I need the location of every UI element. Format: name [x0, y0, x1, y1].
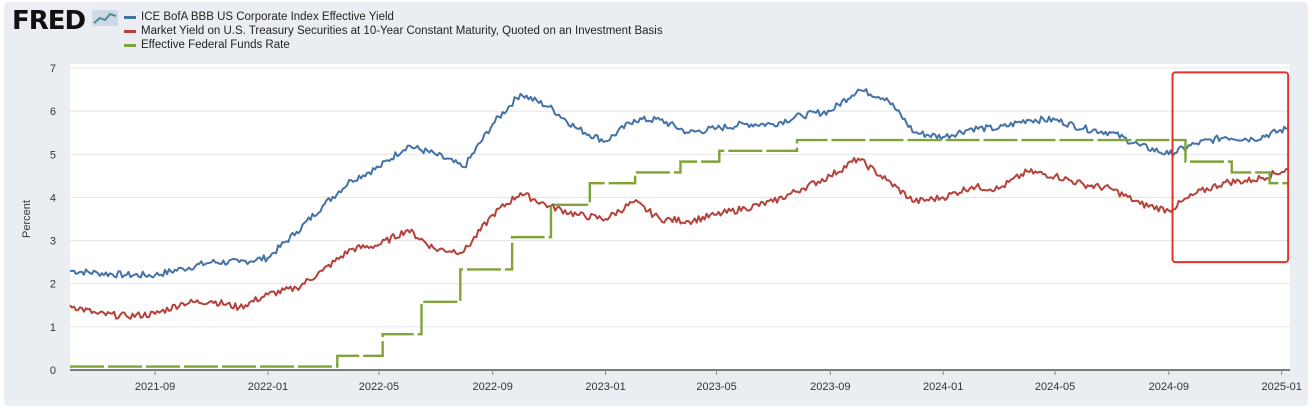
legend: ICE BofA BBB US Corporate Index Effectiv…	[124, 10, 663, 52]
legend-swatch	[124, 43, 136, 47]
legend-item[interactable]: Effective Federal Funds Rate	[124, 38, 663, 52]
y-tick-label: 2	[50, 279, 56, 291]
series-line	[70, 138, 1289, 368]
fred-logo[interactable]: FRED	[12, 6, 86, 36]
x-tick-label: 2024-05	[1035, 381, 1075, 393]
y-tick-label: 7	[50, 63, 56, 75]
x-tick-label: 2023-05	[696, 381, 736, 393]
series-3	[70, 138, 1289, 368]
y-tick-label: 0	[50, 365, 56, 377]
y-tick-label: 4	[50, 192, 56, 204]
x-tick-label: 2022-09	[473, 381, 513, 393]
x-tick-label: 2024-01	[923, 381, 963, 393]
y-tick-label: 3	[50, 236, 56, 248]
x-tick-label: 2023-01	[585, 381, 625, 393]
y-tick-label: 5	[50, 149, 56, 161]
x-tick-label: 2025-01	[1261, 381, 1301, 393]
x-tick-label: 2023-09	[810, 381, 850, 393]
x-axis: 2021-09 2022-01 2022-05 2022-09 2023-01 2023-…	[135, 370, 1302, 393]
series-line	[69, 88, 1289, 279]
legend-label: ICE BofA BBB US Corporate Index Effectiv…	[141, 11, 394, 23]
legend-item[interactable]: Market Yield on U.S. Treasury Securities…	[124, 24, 663, 38]
grid-lines	[70, 64, 1290, 371]
legend-label: Market Yield on U.S. Treasury Securities…	[141, 25, 663, 37]
legend-swatch	[124, 29, 136, 33]
highlight-box	[1171, 71, 1290, 264]
series-2	[69, 156, 1289, 320]
legend-label: Effective Federal Funds Rate	[141, 39, 290, 51]
series-line	[69, 156, 1289, 320]
x-tick-label: 2021-09	[135, 381, 175, 393]
y-axis-label: Percent	[21, 200, 33, 238]
x-tick-label: 2022-01	[248, 381, 288, 393]
annotation-layer	[1171, 71, 1290, 264]
trend-line-icon	[92, 10, 118, 26]
y-tick-label: 6	[50, 106, 56, 118]
y-axis: 0 1 2 3 4 5 6 7	[50, 63, 56, 377]
series-group	[69, 88, 1289, 368]
y-tick-label: 1	[50, 322, 56, 334]
series-1	[69, 88, 1289, 279]
x-tick-label: 2022-05	[359, 381, 399, 393]
legend-item[interactable]: ICE BofA BBB US Corporate Index Effectiv…	[124, 10, 663, 24]
x-tick-label: 2024-09	[1149, 381, 1189, 393]
plot-area	[70, 64, 1290, 370]
legend-swatch	[124, 15, 136, 19]
